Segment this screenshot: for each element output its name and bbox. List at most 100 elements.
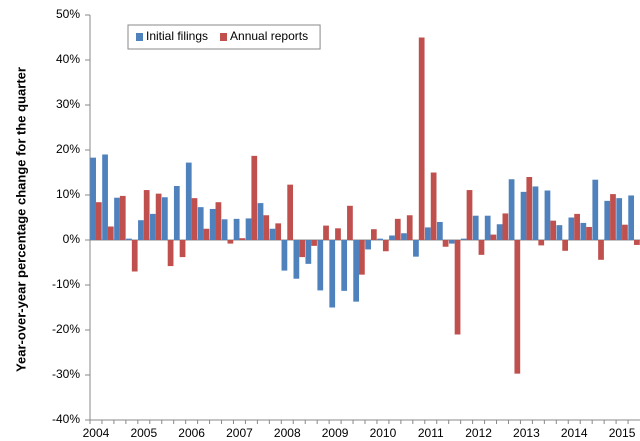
bar — [604, 200, 611, 240]
bar — [155, 193, 162, 240]
y-tick-label: 20% — [56, 142, 80, 156]
bar — [365, 240, 371, 250]
bar — [401, 233, 407, 240]
bar — [245, 218, 252, 240]
bar — [102, 154, 108, 240]
bar — [448, 240, 455, 244]
bar — [323, 225, 329, 240]
bar — [359, 240, 365, 275]
bar — [394, 218, 401, 240]
bar — [90, 157, 96, 240]
bar — [287, 184, 294, 240]
bar — [514, 240, 521, 374]
bar — [269, 228, 276, 240]
y-tick-label: -10% — [52, 277, 80, 291]
bar — [203, 228, 210, 240]
y-tick-label: 40% — [56, 52, 80, 66]
bar — [329, 240, 336, 308]
x-tick-label: 2006 — [178, 426, 205, 440]
bar — [293, 240, 300, 279]
bar — [628, 195, 635, 240]
bar — [227, 240, 234, 244]
bar — [574, 213, 580, 240]
bar — [347, 205, 353, 240]
bar — [209, 208, 216, 240]
bar — [335, 228, 341, 240]
bar — [526, 177, 533, 240]
y-tick-label: -40% — [52, 412, 80, 426]
bar — [610, 194, 616, 240]
bar — [257, 203, 264, 240]
x-tick-label: 2008 — [274, 426, 301, 440]
bar — [150, 213, 156, 240]
bar — [496, 224, 503, 240]
bar — [508, 179, 515, 240]
x-tick-label: 2009 — [322, 426, 349, 440]
bar — [520, 191, 527, 240]
y-tick-label: 50% — [56, 7, 80, 21]
legend-label: Annual reports — [230, 29, 308, 43]
bar — [221, 219, 228, 240]
bar — [370, 229, 377, 240]
bar — [126, 238, 132, 240]
bar — [418, 37, 425, 240]
x-tick-label: 2013 — [513, 426, 540, 440]
bar — [425, 227, 431, 240]
x-tick-label: 2005 — [130, 426, 157, 440]
bar — [389, 235, 395, 240]
x-tick-label: 2004 — [83, 426, 110, 440]
bar — [490, 234, 497, 240]
bar — [598, 240, 604, 260]
bar — [622, 224, 628, 240]
x-tick-label: 2011 — [418, 426, 444, 440]
y-tick-label: -20% — [52, 322, 80, 336]
bar — [179, 240, 186, 258]
x-tick-label: 2010 — [370, 426, 397, 440]
bar — [305, 240, 312, 264]
bar — [472, 215, 479, 240]
bar — [281, 240, 288, 271]
x-tick-label: 2007 — [226, 426, 253, 440]
bar — [95, 202, 102, 240]
bar — [317, 240, 324, 291]
bar — [185, 162, 192, 240]
bar — [616, 198, 623, 240]
bar — [413, 240, 419, 257]
bar — [215, 202, 222, 240]
y-axis-title: Year-over-year percentage change for the… — [13, 67, 29, 372]
x-tick-label: 2014 — [561, 426, 588, 440]
bar — [406, 215, 413, 240]
bar — [143, 190, 150, 240]
bar — [197, 207, 204, 240]
legend-swatch — [220, 33, 228, 41]
bar — [311, 240, 317, 246]
bar — [466, 190, 473, 240]
bar — [568, 217, 575, 240]
bar — [562, 240, 569, 251]
bar — [233, 218, 240, 240]
bar — [173, 186, 180, 240]
y-tick-label: 0% — [63, 232, 81, 246]
bar — [478, 240, 485, 255]
bar — [299, 240, 305, 258]
bar — [460, 238, 467, 240]
bar — [538, 240, 545, 246]
bar — [502, 213, 509, 240]
bar — [275, 223, 282, 240]
bar — [454, 240, 461, 335]
bar — [430, 172, 437, 240]
bar — [556, 225, 563, 240]
y-tick-label: -30% — [52, 367, 80, 381]
bar — [592, 179, 599, 240]
bar — [239, 238, 246, 240]
bar — [442, 240, 449, 247]
bar — [586, 226, 592, 240]
bar — [191, 198, 198, 240]
bar — [263, 215, 270, 240]
bar — [167, 240, 174, 267]
bar — [341, 240, 348, 291]
bar — [382, 240, 389, 252]
bar — [544, 190, 551, 240]
